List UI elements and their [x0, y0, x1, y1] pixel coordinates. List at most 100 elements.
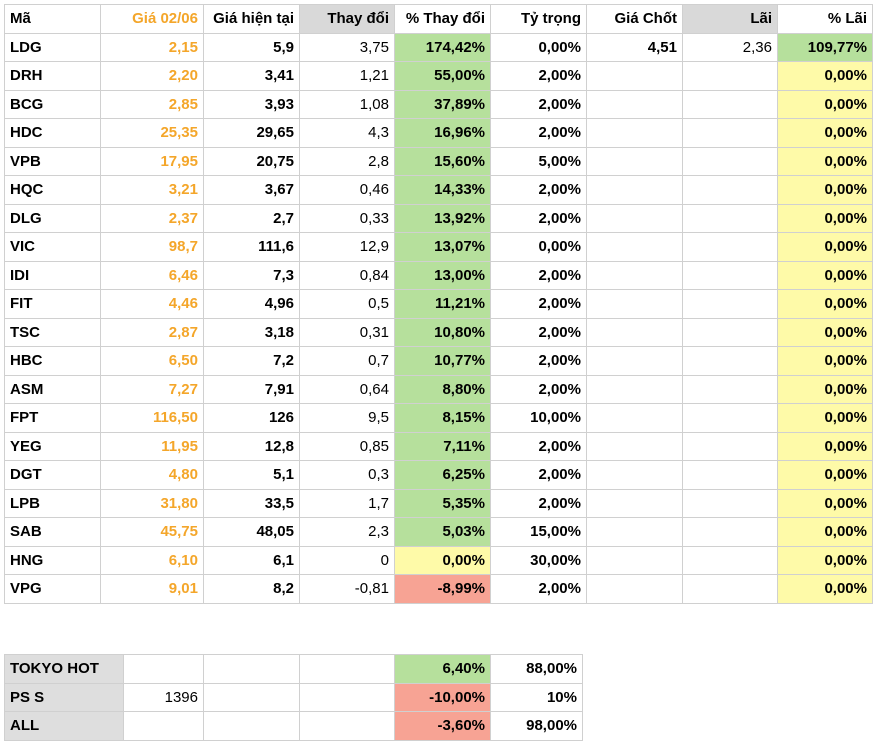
cell-pct-lai[interactable]: 0,00% — [777, 317, 873, 347]
cell-ma[interactable]: ASM — [4, 374, 101, 404]
cell-gia-hien-tai[interactable]: 7,91 — [203, 374, 300, 404]
cell-pct-thay-doi[interactable]: 5,35% — [394, 488, 491, 518]
cell-gia-chot[interactable] — [586, 431, 683, 461]
summary-cell-3[interactable] — [203, 711, 300, 741]
cell-thay-doi[interactable]: 0,84 — [299, 260, 395, 290]
cell-gia-0206[interactable]: 4,46 — [100, 289, 204, 319]
cell-gia-0206[interactable]: 98,7 — [100, 232, 204, 262]
cell-ma[interactable]: HBC — [4, 346, 101, 376]
cell-pct-lai[interactable]: 0,00% — [777, 118, 873, 148]
cell-ty-trong[interactable]: 2,00% — [490, 574, 587, 604]
cell-ty-trong[interactable]: 5,00% — [490, 146, 587, 176]
cell-lai[interactable] — [682, 61, 778, 91]
summary-ty-trong[interactable]: 10% — [490, 682, 583, 712]
cell-pct-thay-doi[interactable]: 10,80% — [394, 317, 491, 347]
summary-ty-trong[interactable]: 88,00% — [490, 654, 583, 684]
cell-gia-hien-tai[interactable]: 7,2 — [203, 346, 300, 376]
cell-lai[interactable] — [682, 118, 778, 148]
cell-pct-lai[interactable]: 0,00% — [777, 488, 873, 518]
cell-gia-0206[interactable]: 11,95 — [100, 431, 204, 461]
cell-gia-chot[interactable] — [586, 517, 683, 547]
cell-gia-0206[interactable]: 31,80 — [100, 488, 204, 518]
cell-ty-trong[interactable]: 30,00% — [490, 545, 587, 575]
cell-pct-lai[interactable]: 0,00% — [777, 346, 873, 376]
cell-gia-0206[interactable]: 2,87 — [100, 317, 204, 347]
cell-gia-hien-tai[interactable]: 3,41 — [203, 61, 300, 91]
cell-gia-chot[interactable] — [586, 118, 683, 148]
cell-pct-thay-doi[interactable]: 15,60% — [394, 146, 491, 176]
cell-pct-lai[interactable]: 0,00% — [777, 203, 873, 233]
cell-gia-hien-tai[interactable]: 7,3 — [203, 260, 300, 290]
cell-gia-0206[interactable]: 6,50 — [100, 346, 204, 376]
cell-gia-chot[interactable] — [586, 260, 683, 290]
cell-thay-doi[interactable]: 3,75 — [299, 32, 395, 62]
cell-gia-hien-tai[interactable]: 5,9 — [203, 32, 300, 62]
cell-gia-0206[interactable]: 2,85 — [100, 89, 204, 119]
cell-ma[interactable]: HQC — [4, 175, 101, 205]
cell-gia-hien-tai[interactable]: 3,93 — [203, 89, 300, 119]
cell-pct-thay-doi[interactable]: 11,21% — [394, 289, 491, 319]
cell-thay-doi[interactable]: 0,31 — [299, 317, 395, 347]
cell-gia-chot[interactable] — [586, 374, 683, 404]
cell-pct-lai[interactable]: 0,00% — [777, 260, 873, 290]
summary-cell-4[interactable] — [299, 682, 395, 712]
cell-pct-thay-doi[interactable]: 6,25% — [394, 460, 491, 490]
cell-ma[interactable]: VPB — [4, 146, 101, 176]
cell-lai[interactable] — [682, 374, 778, 404]
cell-gia-chot[interactable] — [586, 460, 683, 490]
cell-pct-thay-doi[interactable]: -8,99% — [394, 574, 491, 604]
header-gia-chot[interactable]: Giá Chốt — [586, 4, 683, 34]
cell-lai[interactable] — [682, 574, 778, 604]
cell-gia-0206[interactable]: 6,10 — [100, 545, 204, 575]
cell-thay-doi[interactable]: 0,7 — [299, 346, 395, 376]
cell-ty-trong[interactable]: 2,00% — [490, 175, 587, 205]
cell-gia-0206[interactable]: 25,35 — [100, 118, 204, 148]
cell-ty-trong[interactable]: 2,00% — [490, 488, 587, 518]
cell-pct-thay-doi[interactable]: 10,77% — [394, 346, 491, 376]
cell-gia-hien-tai[interactable]: 12,8 — [203, 431, 300, 461]
cell-gia-hien-tai[interactable]: 2,7 — [203, 203, 300, 233]
cell-pct-lai[interactable]: 0,00% — [777, 431, 873, 461]
cell-gia-chot[interactable] — [586, 203, 683, 233]
summary-cell-3[interactable] — [203, 682, 300, 712]
cell-ma[interactable]: VPG — [4, 574, 101, 604]
cell-gia-hien-tai[interactable]: 6,1 — [203, 545, 300, 575]
cell-thay-doi[interactable]: 1,7 — [299, 488, 395, 518]
cell-ty-trong[interactable]: 2,00% — [490, 203, 587, 233]
cell-thay-doi[interactable]: -0,81 — [299, 574, 395, 604]
summary-label[interactable]: PS S — [4, 682, 124, 712]
cell-ty-trong[interactable]: 0,00% — [490, 32, 587, 62]
cell-pct-lai[interactable]: 0,00% — [777, 61, 873, 91]
cell-gia-0206[interactable]: 116,50 — [100, 403, 204, 433]
cell-thay-doi[interactable]: 0,64 — [299, 374, 395, 404]
cell-gia-chot[interactable] — [586, 61, 683, 91]
summary-cell-3[interactable] — [203, 654, 300, 684]
cell-gia-0206[interactable]: 17,95 — [100, 146, 204, 176]
cell-gia-chot[interactable] — [586, 403, 683, 433]
cell-gia-0206[interactable]: 9,01 — [100, 574, 204, 604]
summary-pct[interactable]: 6,40% — [394, 654, 491, 684]
cell-thay-doi[interactable]: 0,85 — [299, 431, 395, 461]
cell-gia-hien-tai[interactable]: 33,5 — [203, 488, 300, 518]
cell-gia-hien-tai[interactable]: 4,96 — [203, 289, 300, 319]
cell-gia-chot[interactable] — [586, 232, 683, 262]
cell-gia-hien-tai[interactable]: 111,6 — [203, 232, 300, 262]
cell-ty-trong[interactable]: 2,00% — [490, 260, 587, 290]
header-lai[interactable]: Lãi — [682, 4, 778, 34]
cell-ty-trong[interactable]: 10,00% — [490, 403, 587, 433]
cell-thay-doi[interactable]: 0,5 — [299, 289, 395, 319]
cell-gia-0206[interactable]: 7,27 — [100, 374, 204, 404]
cell-pct-thay-doi[interactable]: 16,96% — [394, 118, 491, 148]
cell-ma[interactable]: DGT — [4, 460, 101, 490]
cell-pct-lai[interactable]: 109,77% — [777, 32, 873, 62]
cell-gia-0206[interactable]: 45,75 — [100, 517, 204, 547]
cell-thay-doi[interactable]: 2,8 — [299, 146, 395, 176]
header-ma[interactable]: Mã — [4, 4, 101, 34]
cell-thay-doi[interactable]: 4,3 — [299, 118, 395, 148]
cell-gia-chot[interactable]: 4,51 — [586, 32, 683, 62]
cell-pct-lai[interactable]: 0,00% — [777, 175, 873, 205]
cell-pct-thay-doi[interactable]: 14,33% — [394, 175, 491, 205]
cell-gia-hien-tai[interactable]: 48,05 — [203, 517, 300, 547]
cell-pct-thay-doi[interactable]: 0,00% — [394, 545, 491, 575]
cell-ty-trong[interactable]: 2,00% — [490, 431, 587, 461]
